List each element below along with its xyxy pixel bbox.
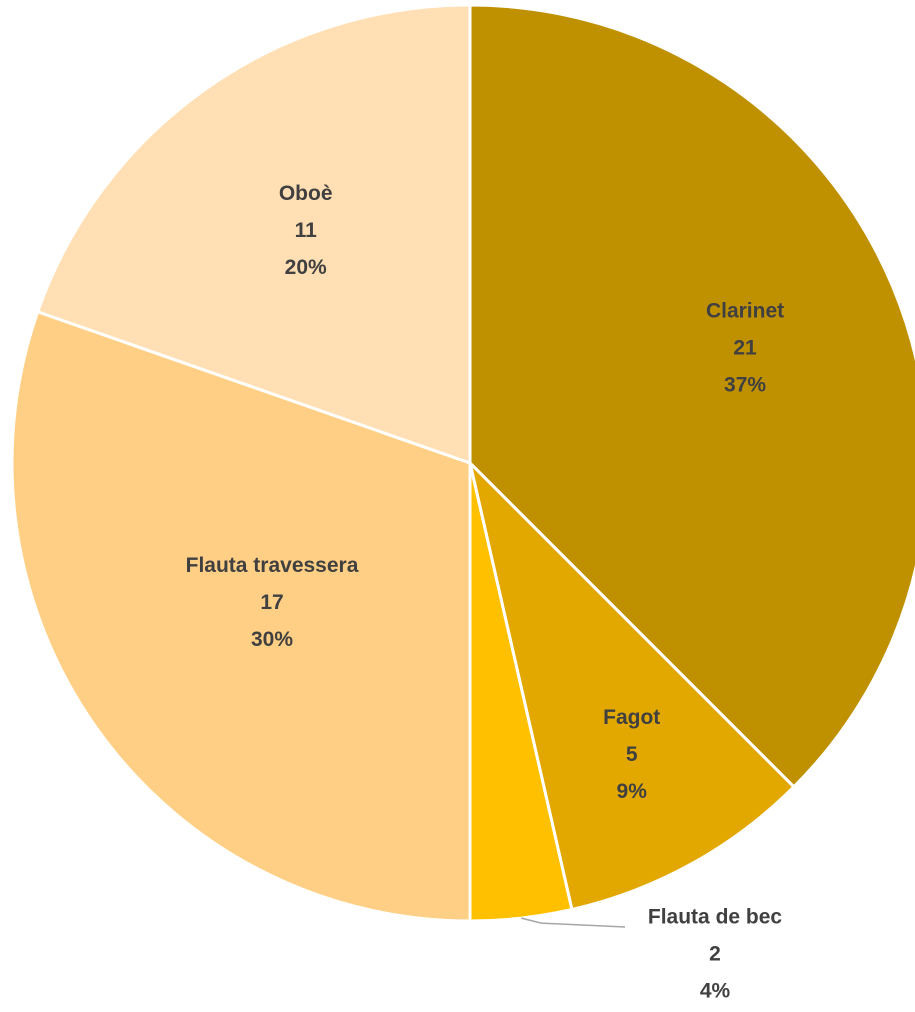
data-label-percent: 37% xyxy=(724,374,766,397)
leader-line xyxy=(521,917,626,928)
pie-slice xyxy=(467,458,796,912)
data-label-name: Flauta travessera xyxy=(186,554,359,577)
data-label-percent: 30% xyxy=(251,628,293,651)
data-label-value: 5 xyxy=(626,743,638,766)
data-label-name: Clarinet xyxy=(706,300,784,323)
pie-slice xyxy=(10,309,472,923)
data-label-value: 17 xyxy=(260,591,283,614)
data-label-name: Fagot xyxy=(603,706,660,729)
pie-slice xyxy=(468,3,915,789)
data-label-name: Flauta de bec xyxy=(648,906,783,929)
data-label-value: 21 xyxy=(733,337,757,360)
data-label-value: 2 xyxy=(709,943,721,966)
data-label-percent: 20% xyxy=(285,256,327,279)
data-label-value: 11 xyxy=(295,219,318,242)
data-label-name: Oboè xyxy=(279,182,333,205)
data-label-percent: 9% xyxy=(617,780,648,803)
data-label-percent: 4% xyxy=(700,980,731,1003)
pie-slice xyxy=(35,3,472,466)
